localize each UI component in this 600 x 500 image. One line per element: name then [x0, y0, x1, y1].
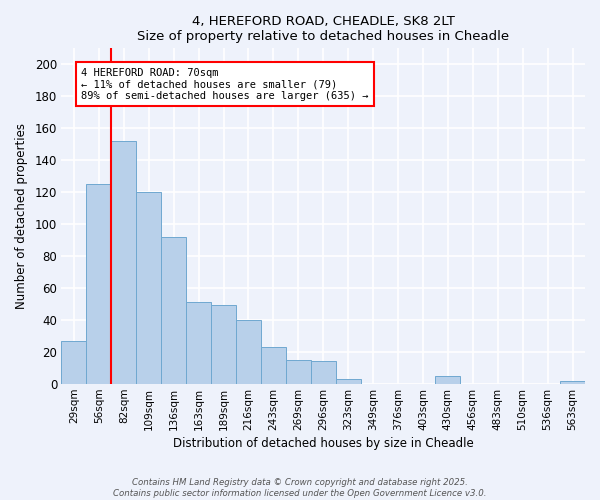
Text: Contains HM Land Registry data © Crown copyright and database right 2025.
Contai: Contains HM Land Registry data © Crown c…: [113, 478, 487, 498]
Bar: [112, 141, 136, 384]
Title: 4, HEREFORD ROAD, CHEADLE, SK8 2LT
Size of property relative to detached houses : 4, HEREFORD ROAD, CHEADLE, SK8 2LT Size …: [137, 15, 509, 43]
Bar: [236, 320, 261, 384]
X-axis label: Distribution of detached houses by size in Cheadle: Distribution of detached houses by size …: [173, 437, 473, 450]
Bar: [86, 184, 112, 384]
Bar: [186, 302, 211, 384]
Y-axis label: Number of detached properties: Number of detached properties: [15, 123, 28, 309]
Bar: [161, 237, 186, 384]
Bar: [311, 362, 336, 384]
Bar: [261, 347, 286, 384]
Bar: [336, 379, 361, 384]
Bar: [560, 380, 585, 384]
Bar: [286, 360, 311, 384]
Bar: [211, 306, 236, 384]
Bar: [436, 376, 460, 384]
Bar: [61, 340, 86, 384]
Bar: [136, 192, 161, 384]
Text: 4 HEREFORD ROAD: 70sqm
← 11% of detached houses are smaller (79)
89% of semi-det: 4 HEREFORD ROAD: 70sqm ← 11% of detached…: [81, 68, 368, 100]
